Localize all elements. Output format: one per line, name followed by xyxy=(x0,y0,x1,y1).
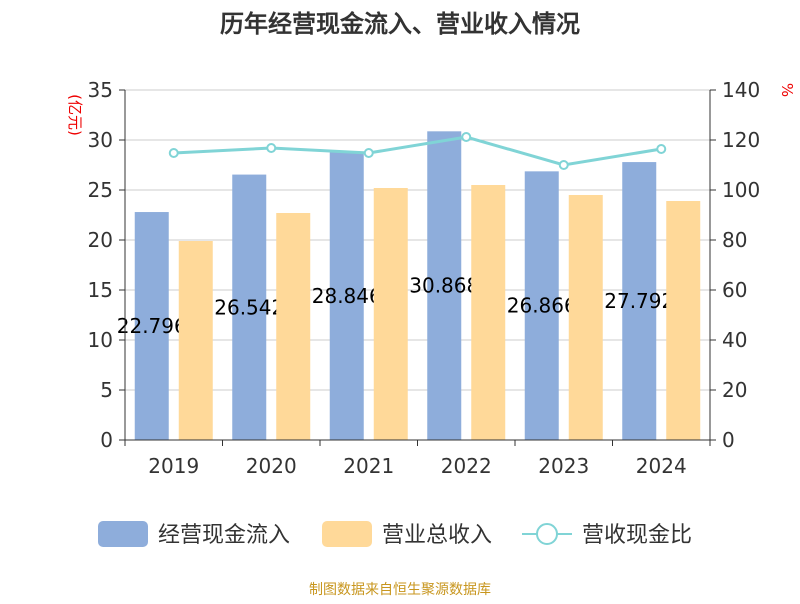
data-label: 26.866 xyxy=(507,294,577,318)
bar-revenue xyxy=(666,201,701,440)
data-label: 27.792 xyxy=(604,289,674,313)
bar-revenue xyxy=(373,188,408,440)
y-left-label: (亿元) xyxy=(66,94,84,136)
line-cash-ratio xyxy=(173,135,662,167)
y-left-tick-label: 0 xyxy=(100,428,113,452)
y-left-tick-label: 30 xyxy=(88,128,113,152)
x-tick-label: 2023 xyxy=(538,454,589,478)
bar-cash-inflow xyxy=(329,151,364,441)
line-point xyxy=(656,144,667,154)
y-right-tick-label: 0 xyxy=(722,428,735,452)
legend-label: 经营现金流入 xyxy=(158,523,290,548)
y-left-tick-label: 35 xyxy=(88,78,113,102)
data-label: 22.796 xyxy=(117,314,187,338)
y-right-tick-label: 120 xyxy=(722,128,760,152)
bar-revenue xyxy=(178,241,213,440)
y-right-tick-label: 100 xyxy=(722,178,760,202)
line-point xyxy=(168,148,179,158)
line-point xyxy=(363,148,374,158)
y-right-tick-label: 80 xyxy=(722,228,747,252)
data-label: 28.846 xyxy=(312,284,382,308)
line-point xyxy=(266,143,277,153)
data-label: 30.868 xyxy=(409,274,479,298)
y-right-label: % xyxy=(778,83,796,97)
y-right-tick-label: 40 xyxy=(722,328,747,352)
chart-title: 历年经营现金流入、营业收入情况 xyxy=(220,10,580,38)
legend-label: 营收现金比 xyxy=(582,523,692,548)
bar-revenue xyxy=(471,185,506,440)
bar-revenue xyxy=(276,213,311,440)
y-right-tick-label: 140 xyxy=(722,78,760,102)
bar-cash-inflow xyxy=(524,171,559,440)
x-tick-label: 2024 xyxy=(636,454,687,478)
legend-swatch-revenue xyxy=(322,521,372,547)
data-label: 26.542 xyxy=(214,295,284,319)
bar-revenue xyxy=(568,195,603,440)
y-left-tick-label: 25 xyxy=(88,178,113,202)
y-left-tick-label: 5 xyxy=(100,378,113,402)
y-right-tick-label: 60 xyxy=(722,278,747,302)
x-tick-label: 2020 xyxy=(246,454,297,478)
x-tick-label: 2019 xyxy=(148,454,199,478)
bar-cash-inflow xyxy=(427,131,462,440)
legend-swatch-cash-inflow xyxy=(98,521,148,547)
bar-cash-inflow xyxy=(232,174,267,440)
y-left-tick-label: 20 xyxy=(88,228,113,252)
bar-cash-inflow xyxy=(134,212,169,440)
y-right-tick-label: 20 xyxy=(722,378,747,402)
legend-label: 营业总收入 xyxy=(382,523,492,548)
line-point xyxy=(461,132,472,142)
y-left-tick-label: 10 xyxy=(88,328,113,352)
y-left-tick-label: 15 xyxy=(88,278,113,302)
bar-cash-inflow xyxy=(622,162,657,440)
source-note: 制图数据来自恒生聚源数据库 xyxy=(309,582,491,598)
line-point xyxy=(558,160,569,170)
legend-swatch-ratio-marker xyxy=(536,523,558,545)
x-tick-label: 2022 xyxy=(441,454,492,478)
x-tick-label: 2021 xyxy=(343,454,394,478)
